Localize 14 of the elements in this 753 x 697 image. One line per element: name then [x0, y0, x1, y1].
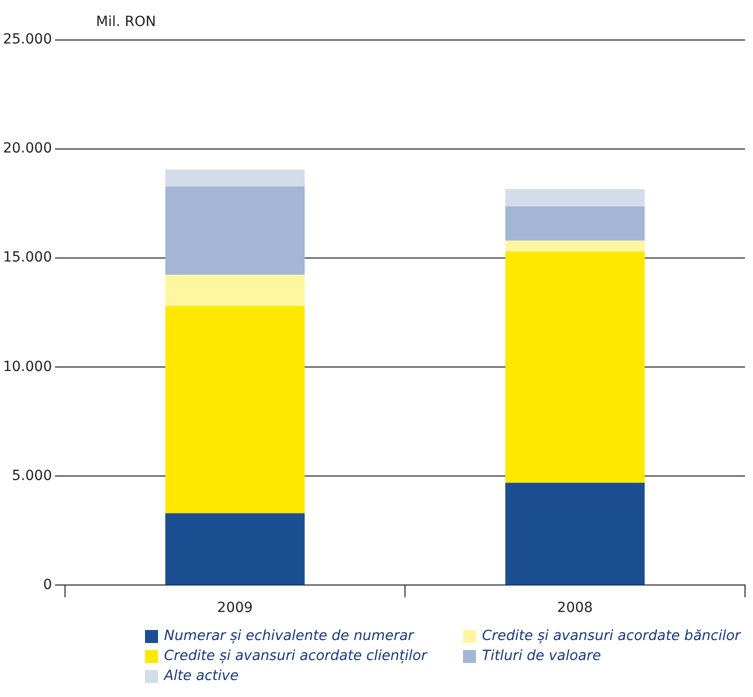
y-tick-label: 5.000 — [12, 468, 52, 484]
y-tick-label: 20.000 — [2, 140, 52, 157]
legend-label: Numerar și echivalente de numerar — [164, 628, 414, 644]
x-tick-label: 2009 — [217, 600, 253, 616]
legend-label: Titluri de valoare — [482, 648, 602, 664]
legend-label: Credite și avansuri acordate băncilor — [482, 628, 740, 644]
y-tick-label: 25.000 — [2, 32, 52, 48]
legend-label: Alte active — [164, 668, 239, 684]
y-axis-title: Mil. RON — [96, 14, 156, 30]
x-tick-label: 2008 — [557, 600, 593, 616]
y-tick-label: 10.000 — [2, 358, 52, 375]
y-tick-label: 0 — [43, 576, 52, 593]
legend-label: Credite și avansuri acordate clienților — [164, 648, 427, 664]
y-tick-label: 15.000 — [2, 250, 52, 266]
